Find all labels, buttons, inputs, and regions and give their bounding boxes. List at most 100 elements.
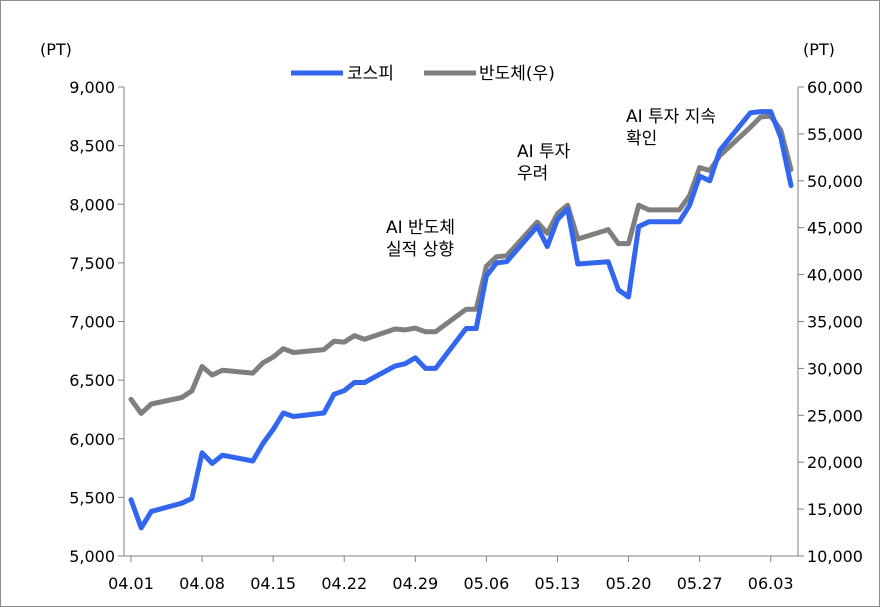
annotation-line: 실적 상향 bbox=[386, 240, 454, 260]
annotation-ai-investment-concern: AI 투자 우려 bbox=[517, 142, 576, 184]
data-point bbox=[260, 441, 266, 446]
x-tick-label: 05.27 bbox=[677, 574, 723, 593]
right-tick-label: 30,000 bbox=[807, 359, 863, 378]
data-point bbox=[687, 203, 692, 208]
data-point bbox=[555, 217, 560, 222]
data-point bbox=[697, 173, 702, 179]
data-point bbox=[677, 207, 682, 213]
data-point bbox=[717, 148, 723, 153]
data-point bbox=[413, 325, 418, 331]
left-axis-unit: (PT) bbox=[40, 40, 72, 59]
left-tick-label: 8,500 bbox=[69, 137, 115, 156]
x-tick-label: 05.13 bbox=[535, 574, 581, 593]
left-tick-label: 7,500 bbox=[69, 254, 115, 273]
right-tick-label: 40,000 bbox=[807, 266, 863, 285]
data-point bbox=[199, 450, 205, 455]
data-point bbox=[626, 294, 631, 300]
data-point bbox=[494, 254, 499, 259]
series-layer bbox=[128, 109, 794, 531]
data-point bbox=[423, 366, 428, 371]
data-point bbox=[535, 224, 540, 229]
data-point bbox=[139, 411, 144, 416]
data-point bbox=[616, 287, 621, 292]
data-point bbox=[342, 388, 347, 393]
data-point bbox=[362, 337, 367, 342]
right-tick-label: 10,000 bbox=[807, 547, 863, 566]
data-point bbox=[484, 264, 489, 269]
data-point bbox=[616, 241, 621, 246]
left-tick-label: 5,000 bbox=[69, 547, 115, 566]
data-point bbox=[626, 241, 631, 246]
x-tick-label: 04.29 bbox=[392, 574, 438, 593]
x-tick-label: 04.01 bbox=[108, 574, 154, 593]
x-tick-label: 04.15 bbox=[250, 574, 296, 593]
x-tick-label: 06.03 bbox=[748, 574, 794, 593]
data-point bbox=[677, 219, 682, 224]
data-point bbox=[331, 339, 337, 344]
right-axis-unit: (PT) bbox=[803, 40, 835, 59]
right-tick-label: 45,000 bbox=[807, 219, 863, 238]
data-point bbox=[362, 380, 367, 385]
data-point bbox=[210, 372, 215, 378]
data-point bbox=[606, 259, 611, 264]
data-point bbox=[545, 231, 550, 236]
data-point bbox=[179, 501, 184, 506]
data-point bbox=[707, 178, 712, 183]
data-point bbox=[484, 273, 489, 278]
data-point bbox=[128, 397, 134, 402]
data-point bbox=[250, 370, 255, 376]
data-point bbox=[606, 227, 611, 232]
left-tick-label: 6,500 bbox=[69, 371, 115, 390]
data-point bbox=[575, 236, 580, 242]
data-point bbox=[748, 125, 753, 130]
x-tick-label: 04.22 bbox=[321, 574, 367, 593]
data-point bbox=[321, 410, 327, 416]
left-tick-label: 9,000 bbox=[69, 78, 115, 97]
right-tick-label: 50,000 bbox=[807, 172, 863, 191]
data-point bbox=[271, 354, 276, 360]
data-point bbox=[352, 333, 357, 338]
axes bbox=[123, 87, 799, 557]
data-point bbox=[575, 261, 580, 267]
data-point bbox=[342, 339, 347, 345]
data-point bbox=[748, 110, 753, 116]
data-point bbox=[697, 165, 702, 170]
right-tick-label: 35,000 bbox=[807, 313, 863, 332]
left-axis-ticks: 5,000 5,500 6,000 6,500 7,000 7,500 8,000 8,500… bbox=[69, 78, 124, 566]
data-point bbox=[413, 355, 418, 360]
right-tick-label: 60,000 bbox=[807, 78, 863, 97]
data-point bbox=[392, 363, 398, 369]
data-point bbox=[149, 509, 154, 514]
x-axis-ticks: 04.01 04.08 04.15 04.22 04.29 05.06 05.13 05.20… bbox=[108, 556, 794, 593]
data-point bbox=[260, 360, 266, 365]
data-point bbox=[321, 347, 327, 352]
annotation-ai-investment-continues: AI 투자 지속 확인 bbox=[626, 107, 721, 149]
data-point bbox=[463, 326, 469, 331]
data-point bbox=[139, 525, 144, 531]
annotation-line: AI 투자 bbox=[517, 142, 571, 162]
data-point bbox=[271, 427, 276, 432]
data-point bbox=[352, 380, 357, 385]
x-tick-label: 05.20 bbox=[606, 574, 652, 593]
data-point bbox=[463, 307, 469, 312]
data-point bbox=[281, 346, 286, 351]
data-point bbox=[220, 453, 225, 458]
legend-label-semiconductor: 반도체(우) bbox=[479, 64, 555, 84]
data-point bbox=[565, 203, 570, 208]
data-point bbox=[636, 224, 641, 229]
data-point bbox=[250, 458, 255, 464]
data-point bbox=[646, 219, 651, 224]
data-point bbox=[210, 461, 215, 466]
data-point bbox=[636, 203, 641, 208]
data-point bbox=[778, 135, 783, 140]
data-point bbox=[392, 326, 398, 332]
data-point bbox=[331, 392, 337, 397]
data-point bbox=[768, 109, 773, 114]
data-point bbox=[758, 114, 763, 120]
series-points-kospi bbox=[128, 109, 794, 531]
data-point bbox=[494, 260, 499, 266]
data-point bbox=[403, 361, 408, 366]
data-point bbox=[128, 497, 134, 502]
right-axis-ticks: 10,000 15,000 20,000 25,000 30,000 35,000 40,0… bbox=[798, 78, 863, 566]
